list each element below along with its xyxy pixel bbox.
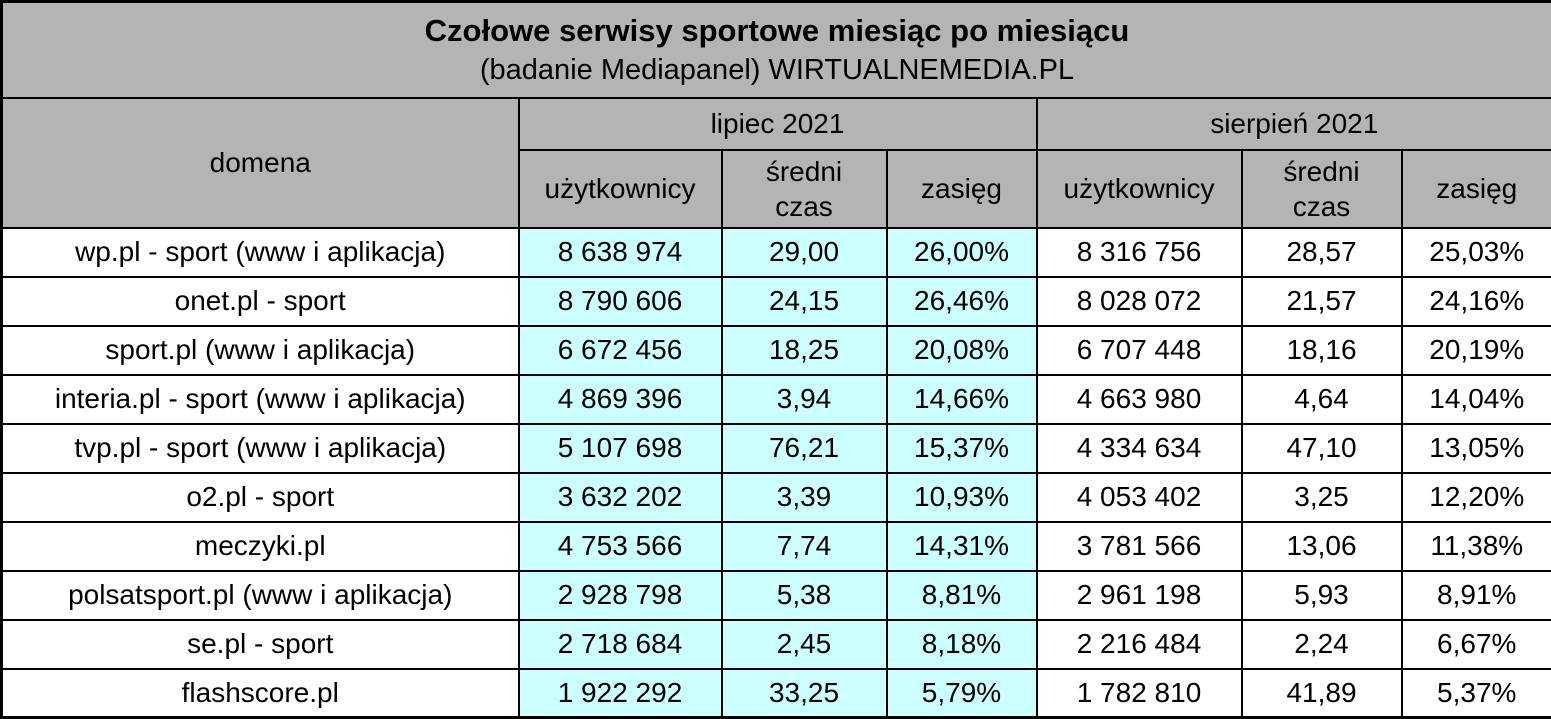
cell-august-avg-time: 13,06 — [1240, 520, 1403, 572]
cell-july-reach: 8,81% — [885, 569, 1038, 621]
cell-july-reach: 8,18% — [885, 618, 1038, 670]
cell-domain: onet.pl - sport — [0, 275, 520, 327]
table-row: onet.pl - sport 8 790 606 24,15 26,46% 8 028… — [0, 275, 1551, 327]
cell-july-avg-time: 2,45 — [720, 618, 888, 670]
month-header-row: domena lipiec 2021 sierpień 2021 — [0, 96, 1551, 229]
cell-domain: flashscore.pl — [0, 667, 520, 719]
cell-july-users: 6 672 456 — [517, 324, 723, 376]
cell-august-reach: 11,38% — [1400, 520, 1551, 572]
cell-domain: polsatsport.pl (www i aplikacja) — [0, 569, 520, 621]
cell-july-users: 2 718 684 — [517, 618, 723, 670]
table-head: Czołowe serwisy sportowe miesiąc po mies… — [0, 0, 1551, 229]
column-header-august-reach: zasięg — [1400, 148, 1551, 229]
cell-august-avg-time: 41,89 — [1240, 667, 1403, 719]
cell-july-avg-time: 29,00 — [720, 226, 888, 278]
column-group-july-2021: lipiec 2021 — [517, 96, 1038, 151]
cell-august-users: 3 781 566 — [1035, 520, 1243, 572]
cell-july-reach: 5,79% — [885, 667, 1038, 719]
cell-july-users: 2 928 798 — [517, 569, 723, 621]
table-row: tvp.pl - sport (www i aplikacja) 5 107 69… — [0, 422, 1551, 474]
cell-august-users: 4 053 402 — [1035, 471, 1243, 523]
cell-july-avg-time: 3,94 — [720, 373, 888, 425]
cell-august-avg-time: 18,16 — [1240, 324, 1403, 376]
cell-july-avg-time: 76,21 — [720, 422, 888, 474]
metric-header-row: użytkownicy średni czas zasięg użytkowni… — [2, 148, 1551, 229]
cell-august-avg-time: 28,57 — [1240, 226, 1403, 278]
column-header-domain: domena — [0, 96, 520, 229]
cell-august-users: 4 334 634 — [1035, 422, 1243, 474]
cell-july-reach: 14,66% — [885, 373, 1038, 425]
cell-july-reach: 20,08% — [885, 324, 1038, 376]
cell-domain: sport.pl (www i aplikacja) — [0, 324, 520, 376]
cell-august-reach: 13,05% — [1400, 422, 1551, 474]
cell-domain: meczyki.pl — [0, 520, 520, 572]
title-cell: Czołowe serwisy sportowe miesiąc po mies… — [0, 0, 1551, 99]
cell-july-users: 3 632 202 — [517, 471, 723, 523]
cell-domain: o2.pl - sport — [0, 471, 520, 523]
cell-july-users: 8 638 974 — [517, 226, 723, 278]
column-header-august-users: użytkownicy — [1035, 148, 1243, 229]
table-body: wp.pl - sport (www i aplikacja) 8 638 974… — [0, 226, 1551, 719]
cell-august-avg-time: 47,10 — [1240, 422, 1403, 474]
table-row: flashscore.pl 1 922 292 33,25 5,79% 1 782 81… — [0, 667, 1551, 719]
cell-july-users: 1 922 292 — [517, 667, 723, 719]
table-row: interia.pl - sport (www i aplikacja) 4 86… — [0, 373, 1551, 425]
cell-july-reach: 14,31% — [885, 520, 1038, 572]
cell-august-users: 1 782 810 — [1035, 667, 1243, 719]
cell-august-users: 6 707 448 — [1035, 324, 1243, 376]
cell-august-avg-time: 21,57 — [1240, 275, 1403, 327]
cell-july-reach: 26,46% — [885, 275, 1038, 327]
cell-july-avg-time: 18,25 — [720, 324, 888, 376]
cell-domain: interia.pl - sport (www i aplikacja) — [0, 373, 520, 425]
cell-august-users: 8 028 072 — [1035, 275, 1243, 327]
column-header-july-reach: zasięg — [885, 148, 1038, 229]
title-row: Czołowe serwisy sportowe miesiąc po mies… — [0, 0, 1551, 99]
page-title: Czołowe serwisy sportowe miesiąc po mies… — [424, 12, 1130, 48]
cell-july-users: 4 753 566 — [517, 520, 723, 572]
page-subtitle: (badanie Mediapanel) WIRTUALNEMEDIA.PL — [479, 53, 1075, 86]
cell-domain: se.pl - sport — [0, 618, 520, 670]
cell-july-avg-time: 7,74 — [720, 520, 888, 572]
cell-august-reach: 5,37% — [1400, 667, 1551, 719]
column-header-july-users: użytkownicy — [517, 148, 723, 229]
table-row: se.pl - sport 2 718 684 2,45 8,18% 2 216 484… — [0, 618, 1551, 670]
cell-august-users: 2 216 484 — [1035, 618, 1243, 670]
cell-july-reach: 26,00% — [885, 226, 1038, 278]
cell-august-avg-time: 2,24 — [1240, 618, 1403, 670]
cell-domain: wp.pl - sport (www i aplikacja) — [0, 226, 520, 278]
cell-august-reach: 20,19% — [1400, 324, 1551, 376]
cell-july-reach: 15,37% — [885, 422, 1038, 474]
cell-july-avg-time: 24,15 — [720, 275, 888, 327]
column-header-july-avg-time: średni czas — [720, 148, 888, 229]
column-header-august-avg-time: średni czas — [1240, 148, 1403, 229]
cell-august-reach: 12,20% — [1400, 471, 1551, 523]
table-row: o2.pl - sport 3 632 202 3,39 10,93% 4 053 40… — [0, 471, 1551, 523]
cell-july-avg-time: 5,38 — [720, 569, 888, 621]
table-row: wp.pl - sport (www i aplikacja) 8 638 974… — [0, 226, 1551, 278]
cell-august-reach: 8,91% — [1400, 569, 1551, 621]
cell-august-avg-time: 4,64 — [1240, 373, 1403, 425]
cell-august-reach: 6,67% — [1400, 618, 1551, 670]
cell-august-users: 2 961 198 — [1035, 569, 1243, 621]
cell-july-reach: 10,93% — [885, 471, 1038, 523]
cell-july-avg-time: 33,25 — [720, 667, 888, 719]
table-row: polsatsport.pl (www i aplikacja) 2 928 79… — [0, 569, 1551, 621]
cell-july-users: 8 790 606 — [517, 275, 723, 327]
cell-august-avg-time: 3,25 — [1240, 471, 1403, 523]
cell-august-reach: 25,03% — [1400, 226, 1551, 278]
cell-august-users: 4 663 980 — [1035, 373, 1243, 425]
cell-domain: tvp.pl - sport (www i aplikacja) — [0, 422, 520, 474]
column-group-august-2021: sierpień 2021 — [1035, 96, 1551, 151]
cell-july-avg-time: 3,39 — [720, 471, 888, 523]
cell-august-avg-time: 5,93 — [1240, 569, 1403, 621]
table-row: meczyki.pl 4 753 566 7,74 14,31% 3 781 566 13… — [0, 520, 1551, 572]
cell-august-users: 8 316 756 — [1035, 226, 1243, 278]
cell-august-reach: 14,04% — [1400, 373, 1551, 425]
cell-august-reach: 24,16% — [1400, 275, 1551, 327]
table-row: sport.pl (www i aplikacja) 6 672 456 18,25… — [0, 324, 1551, 376]
cell-july-users: 4 869 396 — [517, 373, 723, 425]
cell-july-users: 5 107 698 — [517, 422, 723, 474]
